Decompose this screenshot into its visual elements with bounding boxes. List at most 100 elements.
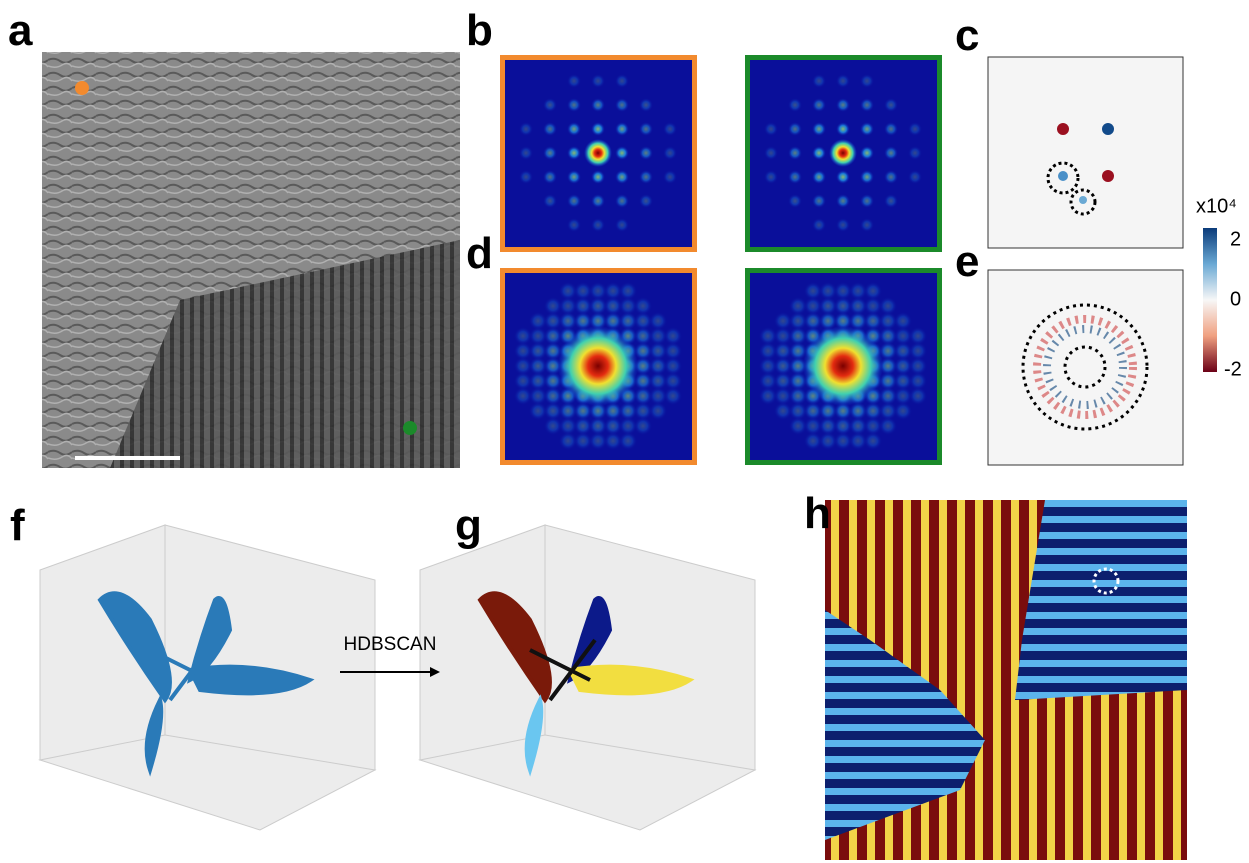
bragg-spot bbox=[812, 146, 826, 160]
bragg-spot bbox=[788, 98, 802, 112]
bragg-spot bbox=[591, 98, 605, 112]
bragg-spot bbox=[649, 402, 667, 420]
bragg-spot bbox=[519, 146, 533, 160]
bragg-spot bbox=[884, 194, 898, 208]
bragg-spot bbox=[639, 98, 653, 112]
bragg-spot bbox=[884, 146, 898, 160]
bragg-spot bbox=[615, 170, 629, 184]
embedding-plots bbox=[40, 525, 755, 830]
bragg-spot bbox=[788, 122, 802, 136]
cluster-map bbox=[825, 500, 1187, 860]
panel-label: g bbox=[455, 501, 482, 550]
bragg-spot bbox=[591, 74, 605, 88]
bragg-spot bbox=[894, 402, 912, 420]
colorbar bbox=[1203, 228, 1217, 372]
bragg-spot bbox=[663, 146, 677, 160]
panel-label: c bbox=[955, 11, 979, 60]
bragg-spot bbox=[615, 194, 629, 208]
bragg-spot bbox=[860, 146, 874, 160]
bragg-spot bbox=[884, 98, 898, 112]
cube bbox=[40, 525, 375, 830]
bragg-spot bbox=[909, 387, 927, 405]
bragg-spot bbox=[788, 170, 802, 184]
bragg-spot bbox=[764, 170, 778, 184]
panel-label: h bbox=[804, 489, 831, 538]
bragg-spot bbox=[634, 417, 652, 435]
panel-label: b bbox=[466, 6, 493, 55]
bragg-spot bbox=[860, 122, 874, 136]
bragg-spot bbox=[663, 170, 677, 184]
bragg-spot bbox=[812, 74, 826, 88]
bragg-spot bbox=[591, 194, 605, 208]
bragg-spot bbox=[543, 194, 557, 208]
central-spot bbox=[584, 139, 612, 167]
bragg-spot bbox=[615, 122, 629, 136]
bragg-spot bbox=[567, 194, 581, 208]
bragg-spot bbox=[860, 170, 874, 184]
bragg-spot bbox=[836, 194, 850, 208]
bragg-spot bbox=[836, 170, 850, 184]
panel-label: e bbox=[955, 237, 979, 286]
bragg-spot bbox=[663, 122, 677, 136]
bragg-spot bbox=[591, 122, 605, 136]
arrow-label: HDBSCAN bbox=[344, 634, 437, 655]
bragg-spot bbox=[908, 170, 922, 184]
bragg-spot bbox=[884, 170, 898, 184]
bragg-spot bbox=[812, 218, 826, 232]
colorbar-title: x10⁴ bbox=[1196, 195, 1237, 217]
bragg-spot bbox=[836, 122, 850, 136]
bragg-spot bbox=[615, 218, 629, 232]
bragg-spot bbox=[543, 122, 557, 136]
bragg-spot bbox=[908, 122, 922, 136]
bragg-spot bbox=[836, 218, 850, 232]
bragg-spot bbox=[567, 218, 581, 232]
colorbar-tick: 2 bbox=[1230, 228, 1241, 250]
bragg-spot bbox=[639, 146, 653, 160]
bragg-spot bbox=[764, 122, 778, 136]
panel-label: a bbox=[8, 6, 33, 55]
bragg-spot bbox=[879, 417, 897, 435]
bragg-spot bbox=[788, 194, 802, 208]
bragg-spot bbox=[567, 170, 581, 184]
bragg-spot bbox=[567, 74, 581, 88]
bragg-spot bbox=[860, 194, 874, 208]
bragg-spot bbox=[764, 146, 778, 160]
bragg-spot bbox=[519, 122, 533, 136]
bragg-spot bbox=[908, 146, 922, 160]
bragg-spot bbox=[664, 387, 682, 405]
bragg-spot bbox=[639, 170, 653, 184]
bragg-spot bbox=[884, 122, 898, 136]
bragg-spot bbox=[860, 218, 874, 232]
bragg-spot bbox=[591, 218, 605, 232]
bragg-spot bbox=[812, 98, 826, 112]
diffraction-panels bbox=[503, 58, 940, 463]
bragg-spot bbox=[519, 170, 533, 184]
bragg-spot bbox=[591, 170, 605, 184]
bragg-spot bbox=[543, 170, 557, 184]
bragg-spot bbox=[860, 98, 874, 112]
bragg-spot bbox=[812, 194, 826, 208]
bragg-spot bbox=[864, 432, 882, 450]
bragg-spot bbox=[788, 146, 802, 160]
central-spot bbox=[558, 326, 638, 406]
bragg-spot bbox=[615, 98, 629, 112]
colorbar-tick: -2 bbox=[1224, 358, 1242, 380]
bragg-spot bbox=[615, 74, 629, 88]
cube bbox=[420, 525, 755, 830]
bragg-spot bbox=[543, 98, 557, 112]
stem-image bbox=[42, 52, 460, 468]
bragg-spot bbox=[619, 432, 637, 450]
bragg-spot bbox=[567, 122, 581, 136]
panel-label: d bbox=[466, 229, 493, 278]
bragg-spot bbox=[567, 146, 581, 160]
bragg-spot bbox=[543, 146, 557, 160]
bragg-spot bbox=[836, 98, 850, 112]
bragg-spot bbox=[812, 122, 826, 136]
bragg-spot bbox=[836, 74, 850, 88]
figure: x10⁴ 2 0 -2 HDBSCAN a b c d e f g h bbox=[0, 0, 1249, 863]
bragg-spot bbox=[860, 74, 874, 88]
difference-maps bbox=[988, 57, 1183, 465]
bragg-spot bbox=[615, 146, 629, 160]
bragg-spot bbox=[812, 170, 826, 184]
bragg-spot bbox=[639, 122, 653, 136]
